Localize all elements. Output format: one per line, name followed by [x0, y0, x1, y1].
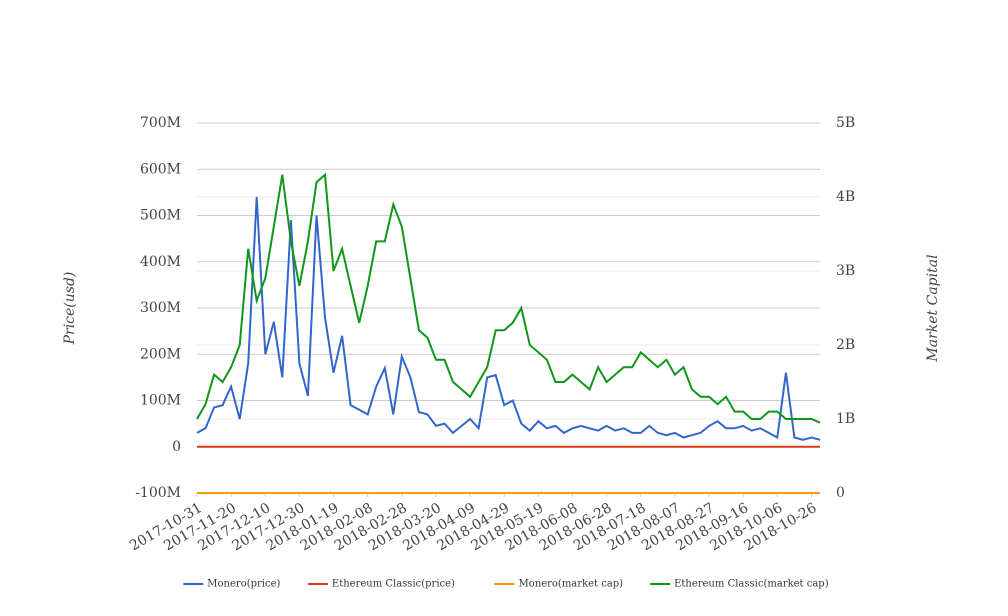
series-line — [196, 172, 821, 424]
y2-tick-label: 2B — [836, 337, 855, 353]
y-tick-label: 700M — [140, 115, 181, 131]
legend-label: Monero(market cap) — [519, 579, 624, 590]
y2-tick-label: 0 — [836, 485, 845, 501]
y2-tick-label: 3B — [836, 263, 855, 279]
y-tick-label: 300M — [140, 300, 181, 316]
y2-tick-label: 1B — [836, 411, 855, 427]
y-tick-label: 600M — [140, 161, 181, 177]
y-tick-label: 0 — [172, 439, 181, 455]
y2-axis-label: Market Capital — [925, 254, 941, 362]
y-tick-label: 200M — [140, 346, 181, 362]
y-tick-label: 500M — [140, 208, 181, 224]
legend-label: Monero(price) — [207, 579, 280, 590]
y2-tick-label: 5B — [836, 115, 855, 131]
y2-tick-label: 4B — [836, 189, 855, 205]
legend: Monero(price) Ethereum Classic(price) Mone… — [183, 579, 829, 590]
legend-label: Ethereum Classic(market cap) — [674, 579, 829, 590]
y-tick-label: -100M — [135, 485, 181, 501]
y-tick-label: 100M — [140, 393, 181, 409]
series-line — [196, 196, 821, 441]
y-axis-label: Price(usd) — [62, 272, 78, 346]
legend-label: Ethereum Classic(price) — [332, 579, 455, 590]
y-tick-label: 400M — [140, 254, 181, 270]
